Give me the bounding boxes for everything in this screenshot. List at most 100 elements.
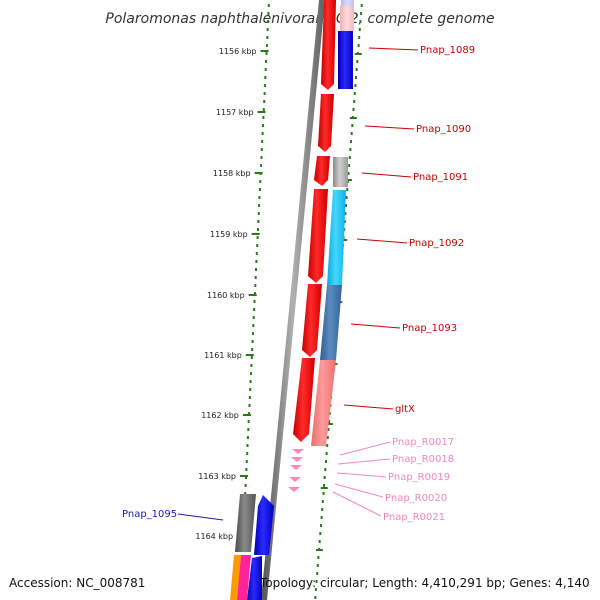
scale-dot <box>267 4 270 7</box>
scale-dot <box>245 460 248 463</box>
scale-dot <box>245 476 247 479</box>
trna-chevron[interactable] <box>291 457 303 462</box>
scale-dot <box>244 484 247 487</box>
scale-dot <box>247 428 250 431</box>
scale-dot <box>250 356 253 359</box>
guide-dot <box>356 60 359 63</box>
guide-tick <box>315 549 323 551</box>
guide-dot <box>347 172 350 175</box>
scale-dot <box>251 340 254 343</box>
gene-label[interactable]: Pnap_R0018 <box>392 454 454 465</box>
feature-pnap-1089-pale[interactable] <box>340 6 354 31</box>
leader-line <box>336 472 387 478</box>
gene-label[interactable]: Pnap_R0020 <box>385 493 447 504</box>
guide-dot <box>359 20 362 23</box>
scale-dot <box>255 252 258 255</box>
scale-tick <box>245 354 254 356</box>
map-title: Polaromonas naphthalenivorans CJ2, compl… <box>105 11 494 27</box>
feature-pnap-1093-steel[interactable] <box>320 285 342 360</box>
scale-dot <box>251 348 254 351</box>
trna-chevron[interactable] <box>288 487 300 492</box>
guide-dot <box>352 108 355 111</box>
feature-grey-lower[interactable] <box>235 494 256 552</box>
guide-dot <box>323 476 326 479</box>
feature-pink-magenta[interactable] <box>237 555 251 600</box>
scale-dot <box>262 124 264 127</box>
scale-dot <box>252 316 255 319</box>
feature-pnap-1092-cyan[interactable] <box>327 190 346 285</box>
gene-arrow-pnap-1092[interactable] <box>308 189 328 283</box>
gene-label[interactable]: Pnap_R0017 <box>392 437 454 448</box>
scale-dot <box>246 452 249 455</box>
scale-tick-label: 1157 kbp <box>216 108 254 117</box>
guide-dot <box>345 196 348 199</box>
scale-dot <box>249 388 252 391</box>
scale-dot <box>265 52 268 55</box>
scale-dot <box>262 116 265 119</box>
guide-dot <box>315 580 318 583</box>
scale-dot <box>267 20 269 23</box>
guide-dot <box>346 188 349 191</box>
gene-arrow-pnap-1089[interactable] <box>321 0 336 90</box>
scale-dot <box>259 180 262 183</box>
gene-label[interactable]: Pnap_1093 <box>402 323 457 334</box>
gene-arrow-gltx[interactable] <box>293 358 315 442</box>
scale-dot <box>262 108 265 111</box>
feature-gltx-salmon[interactable] <box>311 360 336 446</box>
guide-dot <box>320 524 322 527</box>
gene-label[interactable]: Pnap_1092 <box>409 238 464 249</box>
scale-dot <box>253 308 256 311</box>
feature-pnap-1091-grey[interactable] <box>333 157 348 187</box>
scale-dot <box>260 164 263 167</box>
feature-orange[interactable] <box>230 555 241 600</box>
gene-label[interactable]: Pnap_R0019 <box>388 472 450 483</box>
feature-blue-lower[interactable] <box>247 556 262 600</box>
gene-label[interactable]: Pnap_R0021 <box>383 512 445 523</box>
guide-tick <box>325 423 333 425</box>
scale-dot <box>266 28 269 31</box>
feature-pnap-1089-blue[interactable] <box>338 31 353 89</box>
scale-dot <box>265 44 268 47</box>
scale-dot <box>246 444 249 447</box>
scale-dot <box>248 404 251 407</box>
gene-label[interactable]: Pnap_1091 <box>413 172 468 183</box>
scale-tick <box>260 50 269 52</box>
guide-dot <box>324 468 327 471</box>
accession-text: Accession: NC_008781 <box>9 576 145 590</box>
scale-dot <box>252 324 255 327</box>
trna-chevron[interactable] <box>290 465 302 470</box>
leader-line <box>339 441 391 456</box>
gene-arrow-pnap-1093[interactable] <box>302 284 322 357</box>
scale-dot <box>248 412 251 415</box>
guide-dot <box>327 428 330 431</box>
leader-line <box>332 491 382 517</box>
guide-dot <box>316 564 319 567</box>
gene-label[interactable]: gltX <box>395 404 415 415</box>
gene-label[interactable]: Pnap_1089 <box>420 45 475 56</box>
guide-dot <box>314 588 317 591</box>
guide-tick <box>320 487 328 489</box>
scale-dot <box>260 148 263 151</box>
label-leaders <box>177 47 419 521</box>
scale-dot <box>263 100 266 103</box>
leader-line <box>356 238 408 244</box>
guide-dot <box>355 68 358 71</box>
scale-dot <box>246 436 249 439</box>
scale-tick <box>248 294 257 296</box>
trna-chevron[interactable] <box>292 449 304 454</box>
scale-tick-label: 1164 kbp <box>195 532 233 541</box>
gene-label[interactable]: Pnap_1095 <box>122 509 177 520</box>
scale-dot <box>264 68 267 71</box>
gene-arrow-pnap-1095[interactable] <box>254 495 274 555</box>
scale-dot <box>267 12 270 15</box>
gene-label[interactable]: Pnap_1090 <box>416 124 471 135</box>
trna-chevron[interactable] <box>289 477 301 482</box>
scale-tick <box>251 233 260 235</box>
gene-arrow-pnap-1090[interactable] <box>318 94 334 152</box>
feature-pnap-1089-top[interactable] <box>341 0 354 6</box>
topology-text: Topology: circular; Length: 4,410,291 bp… <box>259 576 590 590</box>
scale-dot <box>245 468 248 471</box>
scale-dot <box>250 372 252 375</box>
gene-arrow-pnap-1091[interactable] <box>314 156 330 186</box>
